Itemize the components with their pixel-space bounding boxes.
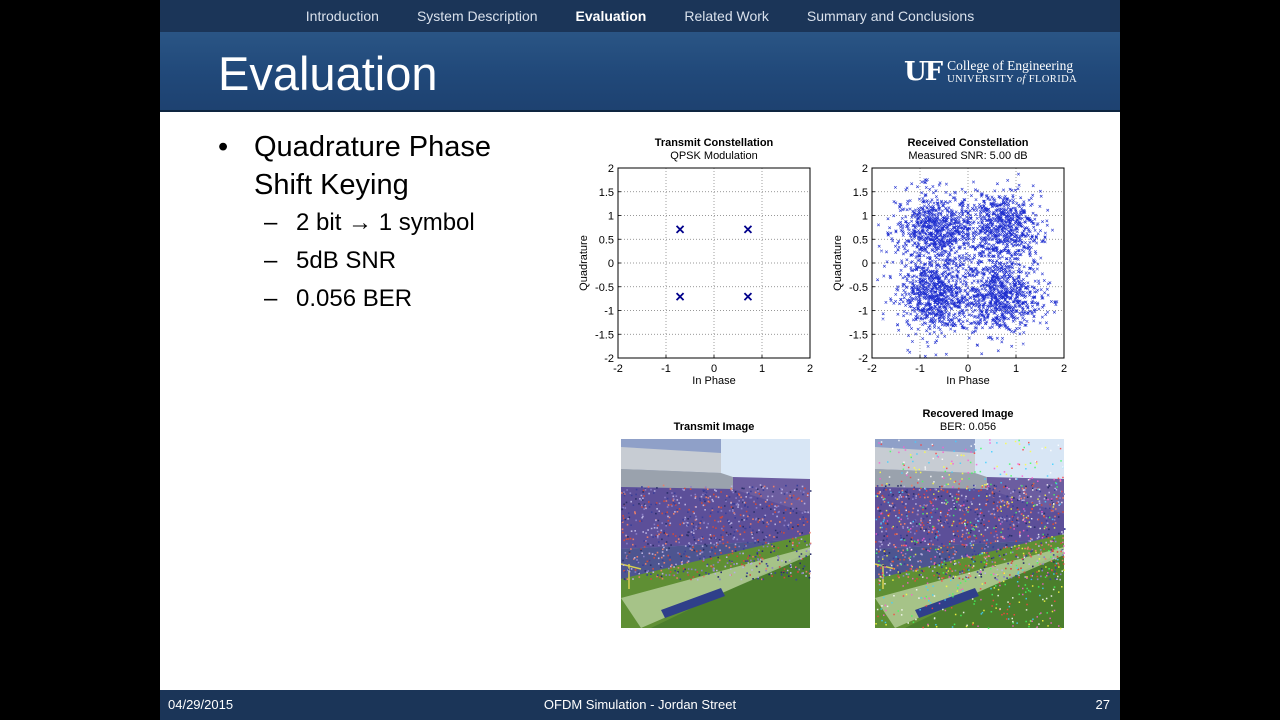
footer-page-number: 27 bbox=[1095, 697, 1110, 712]
y-tick-label: -1.5 bbox=[849, 329, 868, 341]
data-points bbox=[876, 172, 1059, 358]
logo-of-word: of bbox=[1016, 73, 1026, 85]
x-tick-label: -2 bbox=[613, 363, 623, 375]
sub-bullet-marker: – bbox=[264, 209, 278, 236]
x-tick-label: 0 bbox=[711, 363, 717, 375]
y-tick-label: 0.5 bbox=[599, 234, 614, 246]
grid-lines bbox=[617, 167, 811, 359]
x-axis-label: In Phase bbox=[692, 375, 735, 387]
uf-college-of-engineering-logo: UF College of Engineering UNIVERSITY of … bbox=[904, 57, 1077, 87]
sub-bullet: – 0.056 BER bbox=[216, 280, 576, 318]
sub-bullet-text: 5dB SNR bbox=[296, 247, 397, 274]
logo-text: College of Engineering UNIVERSITY of FLO… bbox=[947, 58, 1077, 85]
x-tick-label: 0 bbox=[965, 363, 971, 375]
stadium-photo-illustration bbox=[620, 439, 810, 628]
y-tick-label: -1 bbox=[604, 306, 614, 318]
logo-college-name: College of Engineering bbox=[947, 58, 1074, 74]
y-tick-label: -0.5 bbox=[849, 282, 868, 294]
title-divider bbox=[160, 110, 1120, 112]
data-point bbox=[743, 225, 753, 234]
slide: Introduction System Description Evaluati… bbox=[160, 0, 1120, 720]
nav-item-introduction[interactable]: Introduction bbox=[305, 8, 379, 24]
plot-subtitle: QPSK Modulation bbox=[670, 150, 757, 162]
x-tick-label: 2 bbox=[1061, 363, 1067, 375]
bullet-marker: • bbox=[218, 131, 229, 163]
sub-bullet-text: 2 bit → 1 symbol bbox=[296, 209, 475, 236]
footer-title: OFDM Simulation - Jordan Street bbox=[543, 697, 737, 712]
nav-item-summary-and-conclusions[interactable]: Summary and Conclusions bbox=[806, 8, 975, 24]
x-tick-label: -1 bbox=[661, 363, 671, 375]
y-tick-label: 1.5 bbox=[599, 187, 614, 199]
sub-bullet-text: 0.056 BER bbox=[296, 285, 413, 312]
logo-florida-word: FLORIDA bbox=[1025, 73, 1078, 85]
bullet-main-line1: Quadrature Phase bbox=[254, 131, 491, 163]
x-tick-label: -2 bbox=[867, 363, 877, 375]
tick-labels: -2 -1 0 1 2 2 1.5 1 0.5 0 -0.5 -1 -1.5 -2 bbox=[595, 163, 813, 375]
recovered-image-subtitle: BER: 0.056 bbox=[940, 421, 996, 433]
recovered-image-title: Recovered Image bbox=[922, 408, 1013, 420]
matlab-figure: Transmit Constellation QPSK Modulation -… bbox=[578, 137, 1067, 630]
transmit-image bbox=[620, 439, 812, 628]
x-tick-label: 1 bbox=[759, 363, 765, 375]
y-tick-label: -2 bbox=[604, 353, 614, 365]
x-tick-label: -1 bbox=[915, 363, 925, 375]
uf-logo-mark: UF bbox=[904, 57, 943, 87]
x-tick-label: 2 bbox=[807, 363, 813, 375]
stadium-photo-illustration bbox=[874, 439, 1064, 628]
slide-title: Evaluation bbox=[218, 47, 438, 100]
footer-bar: 04/29/2015 OFDM Simulation - Jordan Stre… bbox=[160, 690, 1120, 720]
data-markers bbox=[675, 225, 753, 301]
data-point bbox=[675, 292, 685, 301]
data-point bbox=[675, 225, 685, 234]
plot-subtitle: Measured SNR: 5.00 dB bbox=[908, 150, 1027, 162]
y-tick-label: 0.5 bbox=[853, 234, 868, 246]
logo-university-name: UNIVERSITY of FLORIDA bbox=[947, 74, 1077, 85]
received-constellation-plot: Received Constellation Measured SNR: 5.0… bbox=[832, 137, 1067, 387]
y-tick-label: -0.5 bbox=[595, 282, 614, 294]
y-tick-label: 1 bbox=[608, 211, 614, 223]
y-tick-label: 0 bbox=[862, 258, 868, 270]
x-axis-label: In Phase bbox=[946, 375, 989, 387]
y-tick-label: 2 bbox=[608, 163, 614, 175]
y-tick-label: 0 bbox=[608, 258, 614, 270]
footer-date: 04/29/2015 bbox=[168, 697, 234, 712]
y-tick-label: -1 bbox=[858, 306, 868, 318]
logo-university-word: UNIVERSITY bbox=[947, 73, 1017, 85]
sub-bullet-marker: – bbox=[264, 285, 278, 312]
y-tick-label: -2 bbox=[858, 353, 868, 365]
nav-item-evaluation[interactable]: Evaluation bbox=[575, 8, 647, 24]
x-tick-label: 1 bbox=[1013, 363, 1019, 375]
transmit-image-title: Transmit Image bbox=[674, 421, 755, 433]
nav-item-related-work[interactable]: Related Work bbox=[684, 8, 769, 24]
y-tick-label: 2 bbox=[862, 163, 868, 175]
nav-item-system-description[interactable]: System Description bbox=[416, 8, 538, 24]
sub-bullet: – 2 bit → 1 symbol bbox=[216, 204, 576, 242]
bullet-list: • Quadrature Phase Shift Keying – 2 bit … bbox=[216, 128, 576, 318]
title-bar: Evaluation UF College of Engineering UNI… bbox=[160, 32, 1120, 112]
data-point bbox=[743, 292, 753, 301]
plot-title: Received Constellation bbox=[907, 137, 1028, 149]
sub-bullet-marker: – bbox=[264, 247, 278, 274]
bullet-main-line2: Shift Keying bbox=[254, 169, 409, 201]
sub-bullet: – 5dB SNR bbox=[216, 242, 576, 280]
data-markers bbox=[876, 172, 1059, 358]
recovered-image bbox=[874, 439, 1066, 630]
y-tick-label: 1 bbox=[862, 211, 868, 223]
transmit-constellation-plot: Transmit Constellation QPSK Modulation -… bbox=[578, 137, 813, 387]
y-tick-label: 1.5 bbox=[853, 187, 868, 199]
section-navigation: Introduction System Description Evaluati… bbox=[160, 0, 1120, 32]
tick-labels: -2 -1 0 1 2 2 1.5 1 0.5 0 -0.5 -1 -1.5 -2 bbox=[849, 163, 1067, 375]
y-axis-label: Quadrature bbox=[832, 235, 844, 291]
plot-title: Transmit Constellation bbox=[655, 137, 774, 149]
y-tick-label: -1.5 bbox=[595, 329, 614, 341]
y-axis-label: Quadrature bbox=[578, 235, 590, 291]
bullet-main: • Quadrature Phase Shift Keying bbox=[216, 128, 576, 204]
